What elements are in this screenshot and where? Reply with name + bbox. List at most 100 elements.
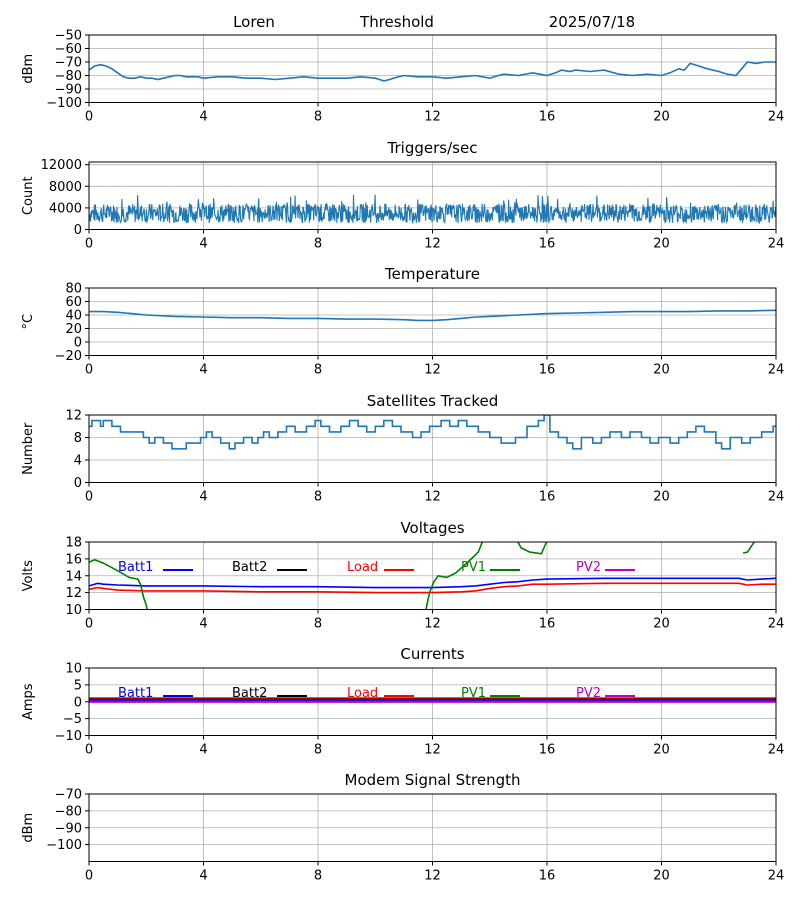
chart-title: Satellites Tracked bbox=[367, 392, 498, 410]
x-tick-label: 12 bbox=[424, 237, 441, 252]
plot-area bbox=[89, 415, 776, 450]
y-tick-label: −100 bbox=[46, 96, 82, 111]
y-axis-label: dBm bbox=[21, 54, 36, 84]
series-line bbox=[89, 309, 776, 322]
series-line bbox=[89, 194, 776, 225]
legend-label: Load bbox=[347, 686, 378, 701]
legend-label: PV2 bbox=[576, 560, 601, 575]
chart-triggers: 0 4 8 12 16 20 24 0 4000 8000 12000 Triggers/sec Cou… bbox=[21, 139, 784, 252]
x-tick-label: 4 bbox=[199, 237, 207, 252]
header: Loren Threshold 2025/07/18 bbox=[233, 13, 635, 31]
y-tick-label: 10 bbox=[65, 603, 82, 618]
y-tick-label: 18 bbox=[65, 536, 82, 551]
x-tick-label: 8 bbox=[314, 617, 322, 632]
x-tick-label: 24 bbox=[768, 363, 785, 378]
mode-label: Threshold bbox=[359, 13, 434, 31]
y-tick-label: −5 bbox=[63, 712, 82, 727]
chart-title: Modem Signal Strength bbox=[345, 771, 521, 789]
y-tick-label: 5 bbox=[74, 678, 82, 693]
y-tick-label: 4 bbox=[74, 454, 82, 469]
y-tick-label: 80 bbox=[65, 282, 82, 297]
x-tick-label: 12 bbox=[424, 490, 441, 505]
x-tick-label: 24 bbox=[768, 110, 785, 125]
x-tick-label: 16 bbox=[539, 869, 556, 884]
y-tick-label: 8000 bbox=[49, 180, 82, 195]
y-tick-label: 10 bbox=[65, 662, 82, 677]
x-tick-label: 0 bbox=[85, 363, 93, 378]
x-tick-label: 0 bbox=[85, 237, 93, 252]
y-axis-label: Number bbox=[21, 422, 36, 475]
y-tick-label: −70 bbox=[55, 788, 82, 803]
y-axis-label: Amps bbox=[21, 683, 36, 720]
y-tick-label: −50 bbox=[55, 29, 82, 44]
y-tick-label: 12000 bbox=[41, 158, 82, 173]
y-tick-label: −20 bbox=[55, 349, 82, 364]
x-tick-label: 20 bbox=[653, 490, 670, 505]
x-tick-label: 8 bbox=[314, 110, 322, 125]
y-tick-label: 8 bbox=[74, 431, 82, 446]
x-tick-label: 16 bbox=[539, 490, 556, 505]
x-tick-label: 20 bbox=[653, 237, 670, 252]
x-tick-label: 20 bbox=[653, 363, 670, 378]
x-tick-label: 0 bbox=[85, 490, 93, 505]
y-tick-label: −70 bbox=[55, 56, 82, 71]
date-label: 2025/07/18 bbox=[549, 13, 635, 31]
chart-currents: 0 4 8 12 16 20 24 −10 −5 0 510 Currents Amps Batt1 Bat… bbox=[21, 645, 784, 758]
y-tick-label: 14 bbox=[65, 569, 82, 584]
y-tick-label: −100 bbox=[46, 838, 82, 853]
x-tick-label: 16 bbox=[539, 237, 556, 252]
x-tick-label: 12 bbox=[424, 743, 441, 758]
x-tick-label: 8 bbox=[314, 363, 322, 378]
series-line bbox=[89, 415, 776, 450]
series-line bbox=[425, 542, 484, 610]
legend-label: Load bbox=[347, 560, 378, 575]
x-tick-label: 4 bbox=[199, 617, 207, 632]
x-tick-label: 24 bbox=[768, 237, 785, 252]
x-tick-label: 12 bbox=[424, 617, 441, 632]
x-tick-label: 4 bbox=[199, 110, 207, 125]
plot-area bbox=[89, 194, 776, 225]
legend-label: Batt1 bbox=[118, 686, 153, 701]
y-tick-label: −90 bbox=[55, 821, 82, 836]
x-tick-label: 4 bbox=[199, 363, 207, 378]
x-tick-label: 4 bbox=[199, 869, 207, 884]
x-tick-label: 0 bbox=[85, 869, 93, 884]
chart-title: Triggers/sec bbox=[387, 139, 478, 157]
chart-satellites: 0 4 8 12 16 20 24 0 4 8 12 Satellites Tracked Number bbox=[21, 392, 784, 505]
y-tick-label: 16 bbox=[65, 552, 82, 567]
chart-threshold: 0 4 8 12 16 20 24 −100−90−80−70−60−50 dBm bbox=[21, 29, 784, 125]
series-line bbox=[89, 582, 776, 594]
y-tick-label: 4000 bbox=[49, 201, 82, 216]
legend-label: Batt2 bbox=[232, 686, 267, 701]
y-tick-label: −80 bbox=[55, 804, 82, 819]
x-tick-label: 24 bbox=[768, 743, 785, 758]
x-tick-label: 8 bbox=[314, 869, 322, 884]
x-tick-label: 20 bbox=[653, 869, 670, 884]
x-tick-label: 16 bbox=[539, 363, 556, 378]
series-line bbox=[89, 558, 148, 610]
x-tick-label: 12 bbox=[424, 363, 441, 378]
y-tick-label: 60 bbox=[65, 295, 82, 310]
x-tick-label: 0 bbox=[85, 110, 93, 125]
y-tick-label: −90 bbox=[55, 83, 82, 98]
x-tick-label: 16 bbox=[539, 110, 556, 125]
x-tick-label: 24 bbox=[768, 490, 785, 505]
plot-area bbox=[89, 697, 776, 703]
chart-title: Temperature bbox=[384, 265, 480, 283]
x-tick-label: 4 bbox=[199, 743, 207, 758]
chart-title: Voltages bbox=[400, 519, 464, 537]
y-tick-label: 40 bbox=[65, 309, 82, 324]
y-tick-label: 12 bbox=[65, 409, 82, 424]
plot-area bbox=[89, 542, 776, 610]
x-tick-label: 12 bbox=[424, 110, 441, 125]
x-tick-label: 8 bbox=[314, 490, 322, 505]
chart-title: Currents bbox=[400, 645, 464, 663]
y-tick-label: 0 bbox=[74, 223, 82, 238]
x-tick-label: 20 bbox=[653, 617, 670, 632]
x-tick-label: 8 bbox=[314, 237, 322, 252]
x-tick-label: 4 bbox=[199, 490, 207, 505]
